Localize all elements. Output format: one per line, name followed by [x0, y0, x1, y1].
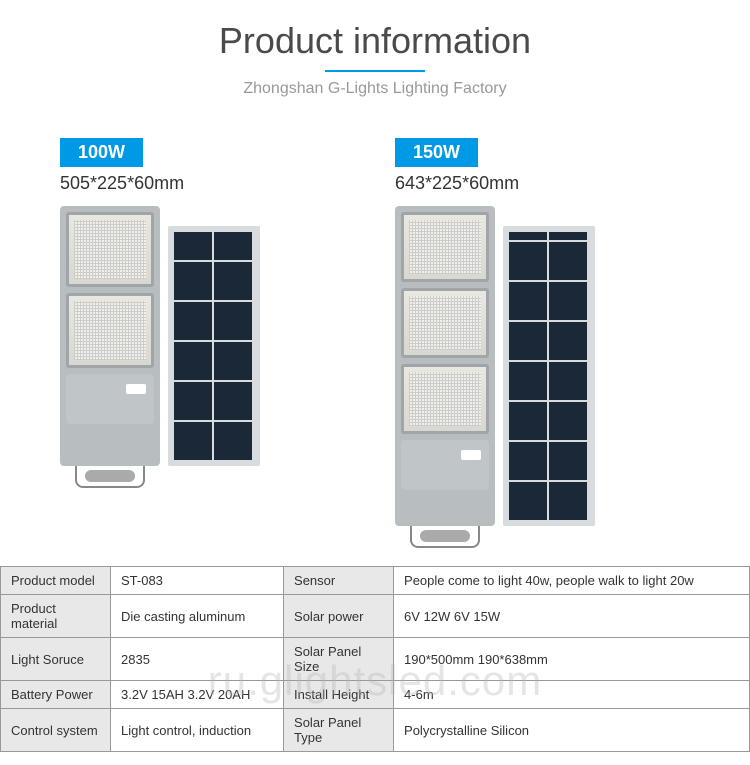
led-panel — [66, 293, 154, 368]
spec-label: Light Soruce — [1, 638, 111, 681]
spec-label: Sensor — [284, 567, 394, 595]
spec-label: Product model — [1, 567, 111, 595]
spec-value: Die casting aluminum — [111, 595, 284, 638]
title-divider — [325, 70, 425, 72]
header: Product information Zhongshan G-Lights L… — [0, 0, 750, 98]
led-panel — [66, 212, 154, 287]
spec-value: Polycrystalline Silicon — [394, 709, 750, 752]
control-box — [66, 374, 154, 424]
page-subtitle: Zhongshan G-Lights Lighting Factory — [0, 80, 750, 98]
led-panel — [401, 212, 489, 282]
spec-label: Product material — [1, 595, 111, 638]
table-row: Light Soruce 2835 Solar Panel Size 190*5… — [1, 638, 750, 681]
control-box — [401, 440, 489, 490]
dimensions-label: 505*225*60mm — [60, 173, 355, 194]
wattage-badge: 150W — [395, 138, 478, 167]
table-row: Product model ST-083 Sensor People come … — [1, 567, 750, 595]
dimensions-label: 643*225*60mm — [395, 173, 690, 194]
spec-label: Battery Power — [1, 681, 111, 709]
spec-label: Install Height — [284, 681, 394, 709]
table-row: Control system Light control, induction … — [1, 709, 750, 752]
light-unit-front — [395, 206, 495, 526]
spec-value: Light control, induction — [111, 709, 284, 752]
led-panel — [401, 288, 489, 358]
product-150w: 150W 643*225*60mm — [375, 138, 710, 526]
spec-value: 190*500mm 190*638mm — [394, 638, 750, 681]
spec-label: Solar Panel Size — [284, 638, 394, 681]
product-images — [60, 206, 355, 466]
product-100w: 100W 505*225*60mm — [40, 138, 375, 526]
spec-label: Solar Panel Type — [284, 709, 394, 752]
product-images — [395, 206, 690, 526]
products-row: 100W 505*225*60mm 150W 643*225*60mm — [0, 138, 750, 526]
led-panel — [401, 364, 489, 434]
spec-value: 4-6m — [394, 681, 750, 709]
spec-label: Control system — [1, 709, 111, 752]
spec-value: ST-083 — [111, 567, 284, 595]
table-row: Product material Die casting aluminum So… — [1, 595, 750, 638]
solar-panel-back — [168, 226, 260, 466]
spec-value: 6V 12W 6V 15W — [394, 595, 750, 638]
solar-panel-back — [503, 226, 595, 526]
spec-value: 2835 — [111, 638, 284, 681]
table-row: Battery Power 3.2V 15AH 3.2V 20AH Instal… — [1, 681, 750, 709]
spec-value: People come to light 40w, people walk to… — [394, 567, 750, 595]
page-title: Product information — [0, 20, 750, 62]
spec-label: Solar power — [284, 595, 394, 638]
spec-table: Product model ST-083 Sensor People come … — [0, 566, 750, 752]
mount-bracket — [410, 526, 480, 548]
light-unit-front — [60, 206, 160, 466]
spec-value: 3.2V 15AH 3.2V 20AH — [111, 681, 284, 709]
mount-bracket — [75, 466, 145, 488]
wattage-badge: 100W — [60, 138, 143, 167]
